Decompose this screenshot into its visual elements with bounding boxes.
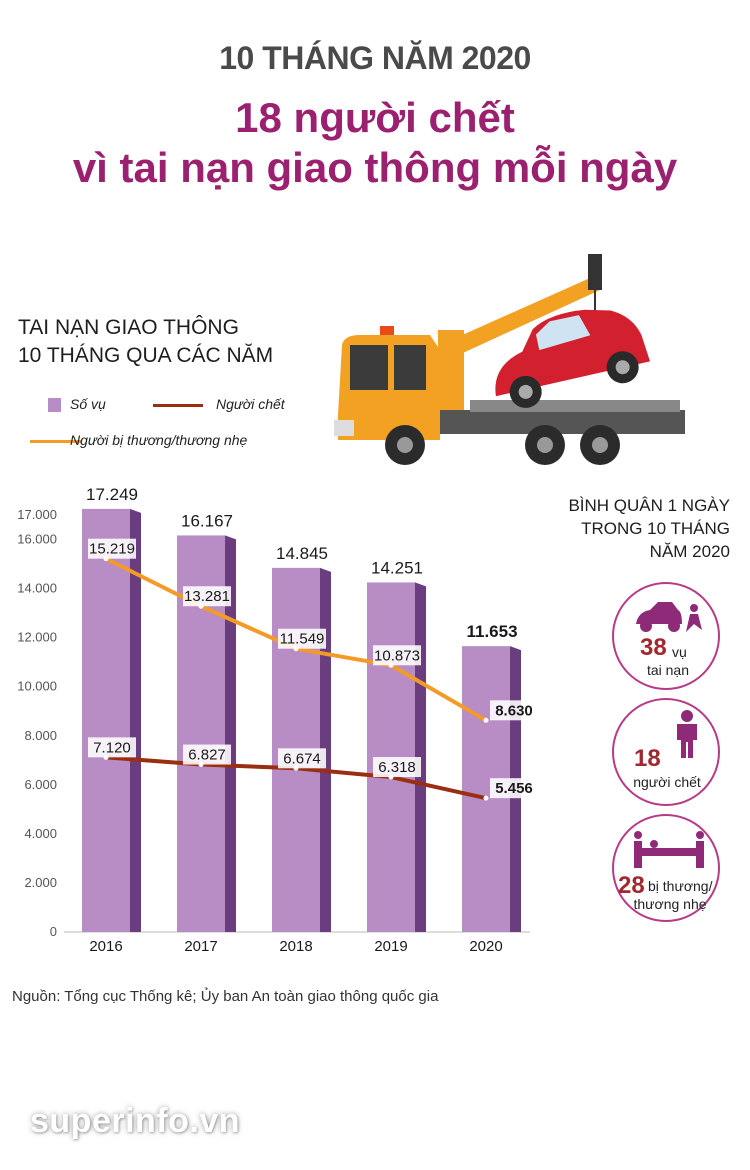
stat-accidents: 38 vụ tai nạn bbox=[612, 582, 720, 690]
y-tick-label: 6.000 bbox=[24, 777, 57, 792]
line-label-bg bbox=[88, 538, 136, 559]
line-value-label: 6.827 bbox=[188, 747, 226, 764]
tow-truck-icon bbox=[334, 254, 685, 465]
legend-deaths-label: Người chết bbox=[216, 396, 285, 412]
legend-injuries-swatch bbox=[30, 440, 82, 443]
stat-accidents-number: 38 bbox=[640, 634, 667, 661]
line-label-bg bbox=[490, 778, 538, 799]
line-label-bg bbox=[278, 748, 326, 769]
line-value-label: 15.219 bbox=[89, 541, 135, 558]
y-tick-label: 10.000 bbox=[17, 679, 57, 694]
bar-side bbox=[130, 508, 141, 932]
legend: Số vụ Người chết Người bị thương/thương … bbox=[30, 392, 348, 452]
y-tick-label: 8.000 bbox=[24, 728, 57, 743]
stat-deaths-number: 18 bbox=[634, 745, 661, 772]
line-value-label: 10.873 bbox=[374, 647, 420, 664]
stat-accidents-label1: vụ bbox=[672, 644, 687, 660]
legend-injuries-label: Người bị thương/thương nhẹ bbox=[70, 432, 248, 448]
headline-line1: 18 người chết bbox=[235, 94, 515, 141]
x-tick-label: 2020 bbox=[469, 938, 502, 955]
y-tick-label: 16.000 bbox=[17, 532, 57, 547]
y-tick-label: 17.000 bbox=[17, 507, 57, 522]
legend-bar-label: Số vụ bbox=[70, 396, 106, 412]
bar-value-label: 16.167 bbox=[181, 511, 233, 530]
stats-heading-line3: NĂM 2020 bbox=[649, 542, 730, 561]
chart-heading-line2: 10 THÁNG QUA CÁC NĂM bbox=[18, 344, 274, 367]
x-tick-label: 2016 bbox=[89, 938, 122, 955]
line-value-label: 6.318 bbox=[378, 759, 416, 776]
stat-deaths-label1: người chết bbox=[633, 774, 701, 790]
stats-heading: BÌNH QUÂN 1 NGÀY TRONG 10 THÁNG NĂM 2020 bbox=[568, 494, 730, 563]
line-label-bg bbox=[88, 737, 136, 758]
bar-value-label: 14.845 bbox=[276, 544, 328, 563]
y-tick-label: 14.000 bbox=[17, 581, 57, 596]
chart-heading: TAI NẠN GIAO THÔNG 10 THÁNG QUA CÁC NĂM bbox=[18, 314, 273, 370]
stat-injured: 28 bị thương/ thương nhẹ bbox=[612, 814, 720, 922]
x-tick-label: 2018 bbox=[279, 938, 312, 955]
stat-injured-label1: bị thương/ bbox=[648, 878, 713, 894]
bar-value-label: 11.653 bbox=[466, 622, 517, 641]
line-value-label: 11.549 bbox=[280, 631, 325, 648]
chart-heading-line1: TAI NẠN GIAO THÔNG bbox=[18, 316, 239, 339]
stat-accidents-label2: tai nạn bbox=[646, 662, 690, 678]
line-label-bg bbox=[183, 744, 231, 765]
y-tick-label: 12.000 bbox=[17, 630, 57, 645]
stretcher-icon bbox=[634, 831, 704, 868]
legend-deaths-swatch bbox=[153, 404, 203, 407]
x-tick-label: 2019 bbox=[374, 938, 407, 955]
line-value-label: 6.674 bbox=[283, 750, 321, 767]
y-tick-label: 4.000 bbox=[24, 826, 57, 841]
y-tick-label: 2.000 bbox=[24, 875, 57, 890]
bar bbox=[82, 508, 130, 932]
stat-injured-label2: thương nhẹ bbox=[633, 896, 707, 912]
x-tick-label: 2017 bbox=[184, 938, 217, 955]
line-value-label: 7.120 bbox=[93, 739, 131, 756]
source-note: Nguồn: Tổng cục Thống kê; Ủy ban An toàn… bbox=[12, 988, 439, 1005]
y-tick-label: 0 bbox=[50, 924, 57, 939]
car-crash-icon bbox=[636, 602, 702, 632]
bar-value-label: 17.249 bbox=[86, 485, 138, 504]
line-point bbox=[483, 717, 489, 723]
line-point bbox=[483, 795, 489, 801]
stats-heading-line2: TRONG 10 THÁNG bbox=[581, 519, 730, 538]
line-label-bg bbox=[490, 700, 538, 721]
person-icon bbox=[677, 710, 697, 758]
line-value-label: 13.281 bbox=[184, 588, 230, 605]
line-label-bg bbox=[373, 757, 421, 778]
kicker-title: 10 THÁNG NĂM 2020 bbox=[219, 40, 531, 76]
line-label-bg bbox=[278, 628, 326, 649]
legend-bar-swatch bbox=[48, 398, 61, 412]
watermark: superinfo.vn bbox=[30, 1102, 241, 1140]
line-value-label: 8.630 bbox=[495, 702, 533, 719]
line-label-bg bbox=[183, 586, 231, 607]
headline-line2: vì tai nạn giao thông mỗi ngày bbox=[72, 144, 678, 191]
line-value-label: 5.456 bbox=[495, 780, 533, 797]
line-label-bg bbox=[373, 645, 421, 666]
stat-deaths: 18 người chết bbox=[612, 698, 720, 806]
stats-heading-line1: BÌNH QUÂN 1 NGÀY bbox=[568, 496, 730, 515]
bar-side bbox=[225, 535, 236, 932]
stat-injured-number: 28 bbox=[618, 872, 645, 899]
bar-value-label: 14.251 bbox=[371, 558, 423, 577]
